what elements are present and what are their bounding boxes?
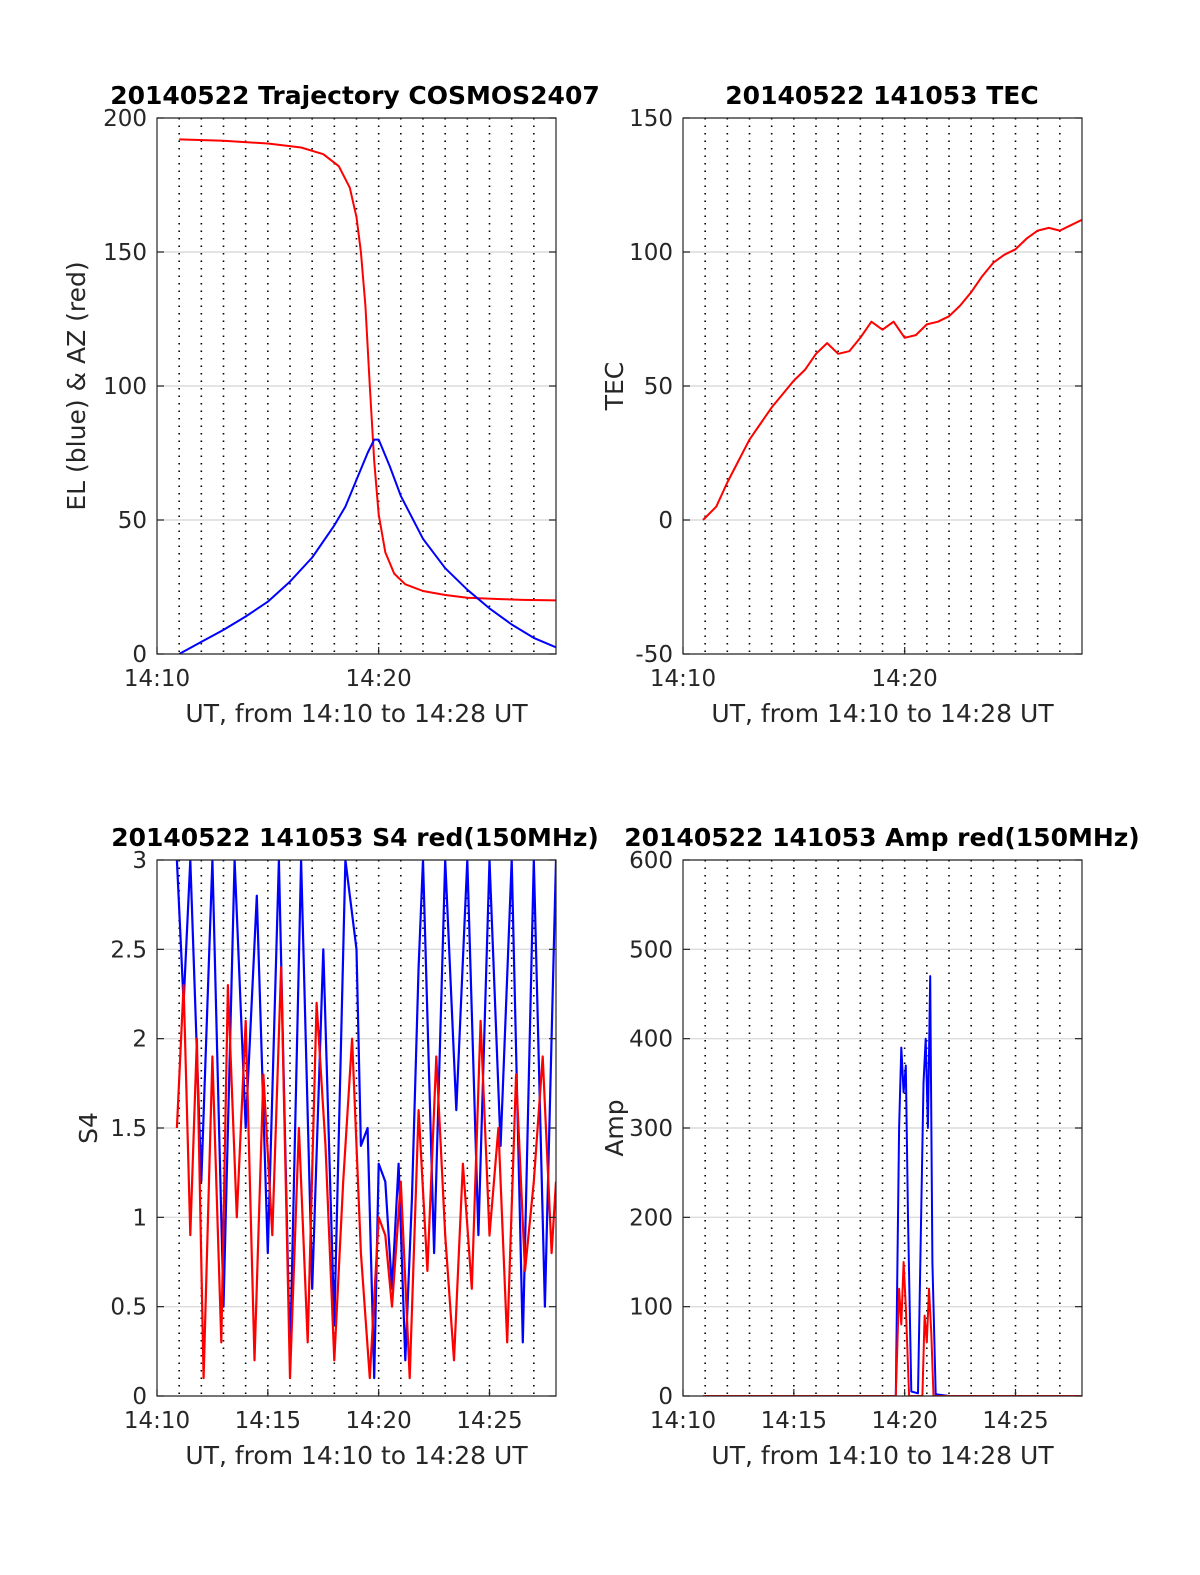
y-tick-label: 0	[658, 508, 673, 534]
x-axis-label: UT, from 14:10 to 14:28 UT	[711, 699, 1054, 728]
y-tick-label: 200	[629, 1205, 673, 1231]
y-tick-label: 100	[103, 374, 147, 400]
y-axis-label: TEC	[600, 362, 629, 412]
y-tick-label: 1.5	[110, 1116, 147, 1142]
chart-title: 20140522 141053 S4 red(150MHz)	[111, 823, 599, 852]
x-tick-label: 14:10	[650, 666, 716, 692]
x-tick-label: 14:15	[761, 1408, 827, 1434]
y-tick-label: 150	[629, 106, 673, 132]
y-axis-label: EL (blue) & AZ (red)	[62, 261, 91, 510]
chart-title: 20140522 141053 TEC	[725, 81, 1038, 110]
y-tick-label: 2	[132, 1027, 147, 1053]
y-axis-label: Amp	[600, 1099, 629, 1156]
x-tick-label: 14:20	[346, 1408, 412, 1434]
x-axis-label: UT, from 14:10 to 14:28 UT	[185, 699, 528, 728]
trajectory-panel: 0 50 100 150 200 14:10 14:20 20140522 Trajector…	[62, 81, 600, 728]
x-tick-label: 14:20	[872, 666, 938, 692]
series-line-1	[178, 438, 556, 654]
amp-panel: 0 100 200 300 400 500 600 14:10 14:15 14:20 14:25 2…	[600, 823, 1140, 1470]
y-tick-label: 2.5	[110, 937, 147, 963]
y-tick-label: 3	[132, 848, 147, 874]
x-tick-label: 14:10	[124, 1408, 190, 1434]
y-tick-label: 50	[118, 508, 147, 534]
y-tick-label: 400	[629, 1027, 673, 1053]
chart-title: 20140522 Trajectory COSMOS2407	[110, 81, 600, 110]
series-line-0	[179, 138, 556, 602]
series-line-1	[703, 1261, 1082, 1396]
x-tick-label: 14:15	[235, 1408, 301, 1434]
x-tick-label: 14:10	[650, 1408, 716, 1434]
y-tick-label: 150	[103, 240, 147, 266]
x-tick-label: 14:25	[982, 1408, 1048, 1434]
s4-panel: 0 0.5 1 1.5 2 2.5 3 14:10 14:15 14:20 14:25 2014052…	[74, 823, 599, 1470]
y-tick-label: 500	[629, 937, 673, 963]
series-line-0	[702, 218, 1082, 521]
y-tick-label: 0	[132, 1384, 147, 1410]
x-tick-label: 14:25	[456, 1408, 522, 1434]
series-line-1	[175, 966, 556, 1380]
tec-panel: -50 0 50 100 150 14:10 14:20 20140522 141053 TE…	[600, 81, 1083, 728]
y-tick-label: 600	[629, 848, 673, 874]
y-tick-label: 0	[658, 1384, 673, 1410]
series-line-0	[175, 860, 556, 1380]
y-tick-label: 50	[644, 374, 673, 400]
y-tick-label: 100	[629, 240, 673, 266]
y-tick-label: 0	[132, 642, 147, 668]
y-tick-label: 1	[132, 1205, 147, 1231]
x-tick-label: 14:10	[124, 666, 190, 692]
y-tick-label: 0.5	[110, 1295, 147, 1321]
x-axis-label: UT, from 14:10 to 14:28 UT	[185, 1441, 528, 1470]
x-tick-label: 14:20	[346, 666, 412, 692]
y-axis-label: S4	[74, 1112, 103, 1144]
x-axis-label: UT, from 14:10 to 14:28 UT	[711, 1441, 1054, 1470]
series-line-0	[703, 975, 1082, 1396]
y-tick-label: 200	[103, 106, 147, 132]
y-tick-label: 100	[629, 1295, 673, 1321]
x-tick-label: 14:20	[872, 1408, 938, 1434]
chart-title: 20140522 141053 Amp red(150MHz)	[624, 823, 1140, 852]
y-tick-label: -50	[635, 642, 673, 668]
y-tick-label: 300	[629, 1116, 673, 1142]
